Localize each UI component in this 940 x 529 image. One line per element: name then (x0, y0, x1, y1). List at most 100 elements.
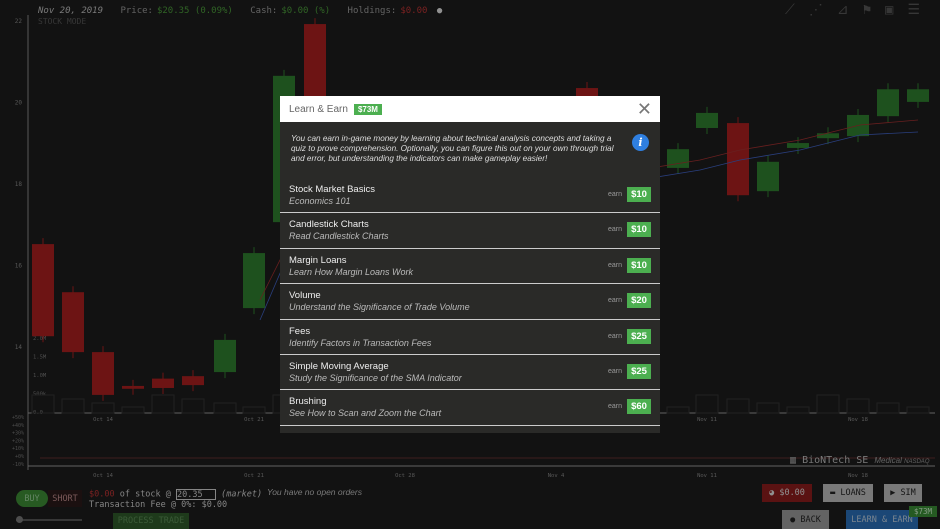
lesson-item[interactable]: Margin Loans Learn How Margin Loans Work… (280, 249, 660, 285)
trend-icon[interactable]: ⋰ (808, 2, 823, 18)
cash-value: $0.00 (%) (281, 6, 331, 16)
slider-handle[interactable] (16, 516, 23, 523)
date-tick: Nov 18 (848, 417, 868, 423)
line-chart-icon[interactable]: ⊿ (836, 2, 849, 18)
date-tick: Nov 11 (697, 417, 717, 423)
earn-label: earn (607, 403, 622, 411)
volume-tick: 1.5M (33, 355, 47, 361)
price-tick: 22 (15, 18, 23, 25)
price-label: Price: (120, 6, 153, 16)
volume-bar (876, 402, 900, 414)
volume-bar (213, 402, 237, 414)
volume-bar (151, 394, 175, 414)
lesson-title: Brushing (289, 396, 327, 408)
modal-header: Learn & Earn $73M ✕ (280, 96, 660, 122)
close-icon[interactable]: ✕ (636, 99, 652, 119)
reward-badge[interactable]: $25 (627, 363, 651, 379)
earn-label: earn (607, 261, 622, 269)
money-icon: ▬ (830, 488, 841, 498)
candle (214, 339, 236, 373)
status-bar: Nov 20, 2019 Price: $20.35 (0.09%) Cash: $… (38, 6, 446, 16)
candle (62, 292, 84, 353)
lesson-subtitle: See How to Scan and Zoom the Chart (289, 408, 442, 419)
modal-title: Learn & Earn (289, 103, 348, 115)
lesson-item[interactable]: Volume Understand the Significance of Tr… (280, 284, 660, 320)
reward-badge[interactable]: $20 (627, 293, 651, 309)
reward-badge[interactable]: $10 (627, 187, 651, 202)
volume-bar (816, 394, 840, 414)
price-tick: 20 (15, 100, 23, 107)
lesson-item[interactable]: Fees Identify Factors in Transaction Fee… (280, 320, 660, 355)
pct-tick: +30% (12, 431, 24, 437)
reward-badge[interactable]: $10 (627, 222, 651, 238)
sim-button[interactable]: ▶ SIM (884, 484, 922, 502)
date-tick: Oct 21 (244, 473, 264, 479)
volume-tick: 1.0M (33, 373, 47, 379)
pie-icon: ◕ (769, 488, 780, 498)
info-icon: i (632, 134, 649, 151)
volume-tick: 2.0M (33, 336, 47, 342)
date-tick: Oct 21 (244, 417, 264, 423)
volume-bar (181, 398, 205, 414)
pct-tick: +0% (15, 454, 24, 460)
earn-label: earn (607, 332, 622, 340)
stock-name: BioNTech SE (802, 455, 869, 466)
pct-tick: +50% (12, 415, 24, 421)
lesson-item[interactable]: Stock Market Basics Economics 101 earn $1… (280, 178, 660, 214)
date-tick: Oct 14 (93, 473, 114, 479)
date-tick: Nov 11 (697, 473, 717, 479)
loans-button[interactable]: ▬ LOANS (823, 484, 873, 502)
process-trade-button[interactable]: PROCESS TRADE (113, 513, 189, 529)
pct-tick: +40% (12, 423, 24, 429)
candle (787, 143, 809, 148)
candle (32, 244, 54, 337)
price-tick: 16 (15, 263, 23, 270)
lesson-item[interactable]: Brushing See How to Scan and Zoom the Ch… (280, 390, 660, 426)
pct-tick: +10% (12, 446, 24, 452)
candle (696, 112, 718, 128)
learn-earn-modal: Learn & Earn $73M ✕ You can earn in-game… (280, 96, 660, 433)
reward-badge[interactable]: $25 (627, 328, 651, 344)
open-orders-message: You have no open orders (267, 487, 362, 497)
indicator-icon[interactable]: ⚑ (862, 2, 871, 18)
volume-bar (91, 402, 115, 414)
candle (877, 89, 899, 117)
calendar-icon[interactable]: ▣ (885, 2, 894, 18)
lesson-subtitle: Identify Factors in Transaction Fees (289, 337, 432, 348)
menu-icon[interactable]: ☰ (907, 2, 920, 18)
holdings-label: Holdings: (347, 6, 397, 16)
brush-icon[interactable]: ⟋ (785, 2, 795, 18)
back-button[interactable]: ● BACK (782, 510, 829, 529)
transaction-fee: Transaction Fee @ 0%: $0.00 (89, 500, 228, 510)
reward-badge[interactable]: $60 (627, 399, 651, 415)
volume-bar (846, 398, 870, 414)
lesson-title: Fees (289, 325, 311, 337)
cash-button-label: $0.00 (779, 488, 805, 498)
back-icon: ● (790, 514, 801, 525)
help-icon[interactable]: ● (436, 6, 443, 16)
lesson-item[interactable]: Support & Resistance (Pivot Points) (280, 426, 660, 433)
earn-label: earn (607, 367, 622, 375)
date-tick: Oct 28 (395, 473, 415, 479)
buy-toggle[interactable]: BUY (16, 490, 48, 507)
candle (817, 133, 839, 139)
candle (122, 385, 144, 389)
volume-bar (31, 394, 55, 414)
price-input[interactable] (176, 489, 217, 500)
cash-button[interactable]: ◕ $0.00 (762, 484, 812, 502)
volume-bar (726, 398, 750, 414)
short-toggle[interactable]: SHORT (48, 490, 82, 507)
lesson-item[interactable]: Simple Moving Average Study the Signific… (280, 355, 660, 391)
lesson-subtitle: Economics 101 (289, 196, 351, 206)
candle (907, 89, 929, 102)
price-value: $20.35 (0.09%) (156, 6, 233, 16)
reward-badge[interactable]: $10 (627, 257, 651, 273)
volume-bar (61, 398, 85, 414)
amount-slider[interactable] (16, 516, 82, 523)
pct-tick: -10% (12, 462, 24, 468)
modal-badge: $73M (353, 103, 382, 115)
lesson-item[interactable]: Candlestick Charts Read Candlestick Char… (280, 213, 660, 249)
lesson-subtitle: Read Candlestick Charts (289, 231, 389, 242)
learn-earn-button[interactable]: LEARN & EARN (846, 510, 918, 529)
volume-bar (242, 406, 266, 414)
